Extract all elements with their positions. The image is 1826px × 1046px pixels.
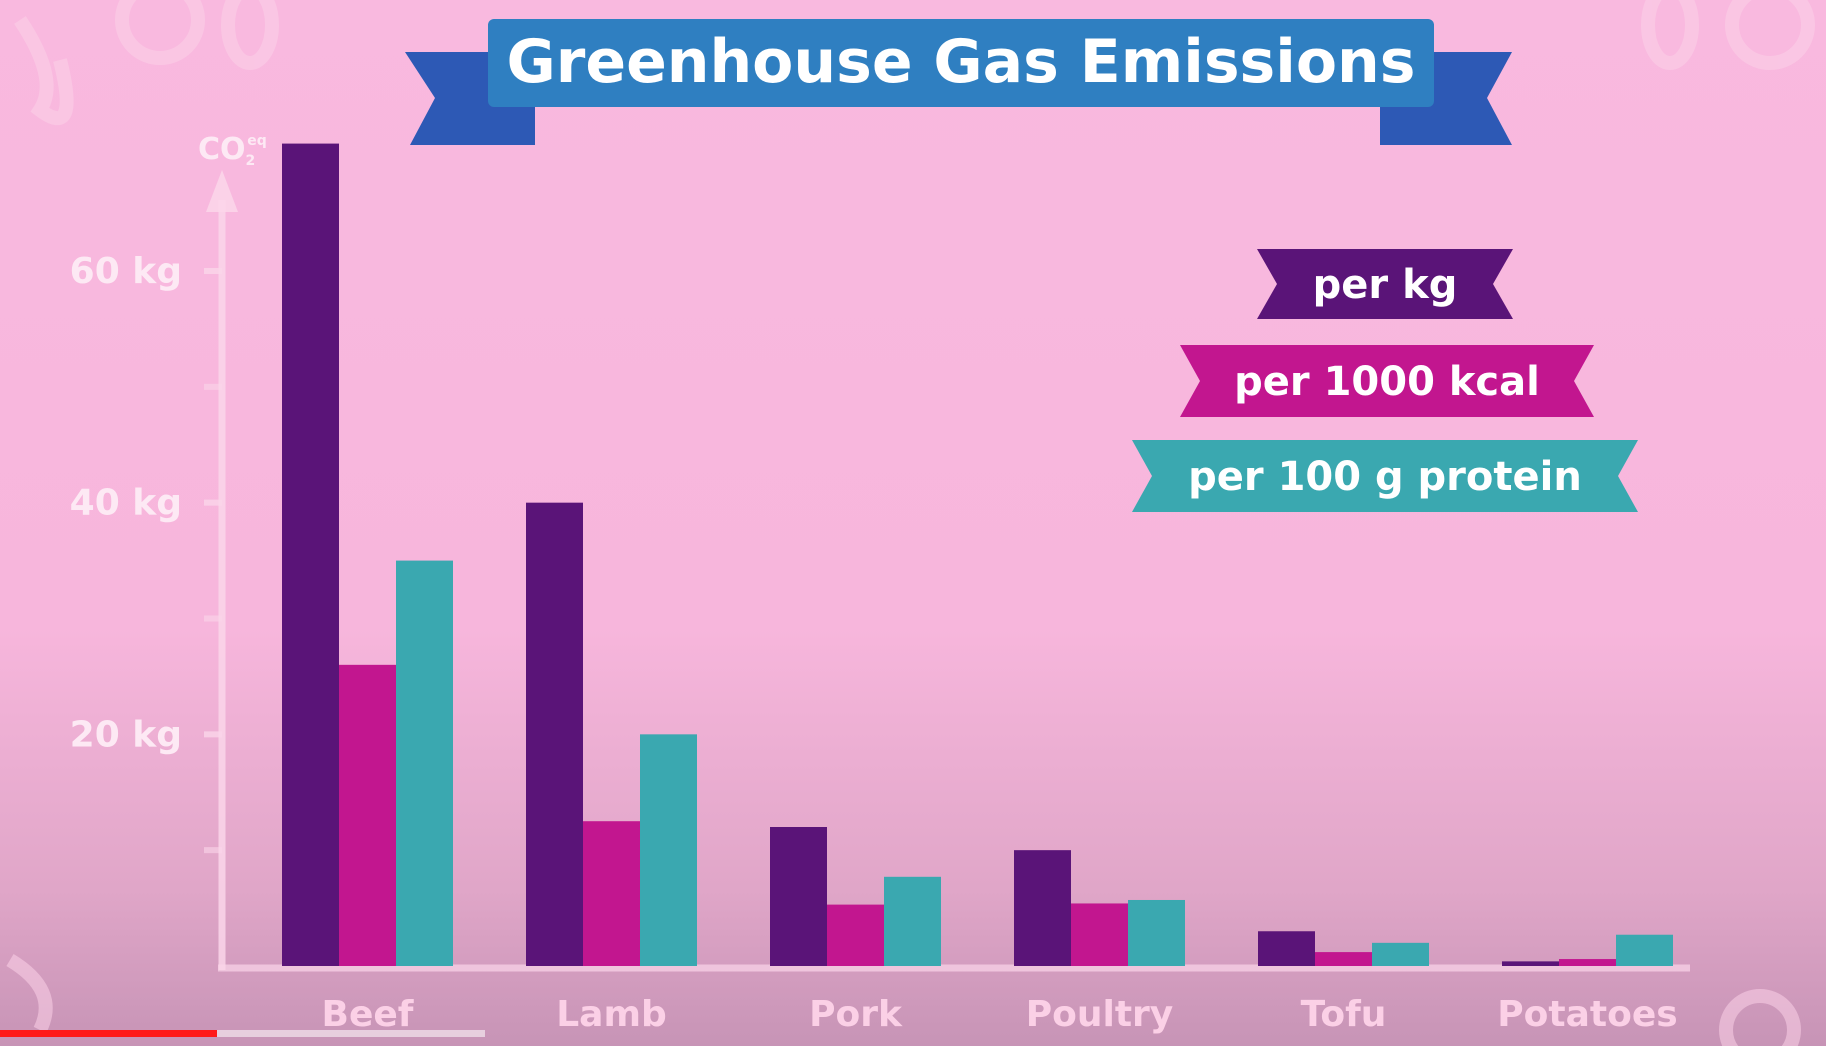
- bars: [282, 143, 1673, 967]
- y-axis-unit-label: CO2 eq: [198, 132, 267, 169]
- bar-tofu-2: [1372, 942, 1429, 966]
- y-axis-ticks: 20 kg 40 kg 60 kg: [70, 251, 222, 854]
- decorative-doodles: [6, 0, 1815, 1046]
- category-label: Poultry: [1026, 994, 1174, 1035]
- y-axis-unit-main: CO: [198, 132, 246, 167]
- bar-poultry-1: [1071, 903, 1128, 966]
- bar-potatoes-0: [1502, 961, 1559, 966]
- bar-pork-1: [827, 904, 884, 966]
- bar-tofu-1: [1315, 952, 1372, 966]
- bar-potatoes-2: [1616, 934, 1673, 966]
- y-axis-arrow-icon: [206, 170, 238, 212]
- donut-doodle-icon: [115, 0, 205, 65]
- legend-label-1: per 1000 kcal: [1234, 359, 1540, 405]
- onion-doodle-icon: [221, 0, 279, 70]
- category-label: Pork: [809, 994, 903, 1035]
- donut-doodle-icon-right: [1725, 0, 1815, 70]
- title-banner: Greenhouse Gas Emissions: [405, 19, 1512, 145]
- legend-ribbon-2: [1132, 440, 1638, 512]
- bar-poultry-2: [1128, 899, 1185, 966]
- bar-beef-1: [339, 664, 396, 966]
- legend-label-0: per kg: [1313, 262, 1458, 308]
- y-axis: CO2 eq 20 kg 40 kg 60 kg: [70, 132, 267, 970]
- bar-beef-2: [396, 560, 453, 966]
- category-label: Lamb: [556, 994, 667, 1035]
- bar-lamb-2: [640, 734, 697, 966]
- bar-beef-0: [282, 143, 339, 967]
- y-tick-label: 40 kg: [70, 483, 182, 524]
- y-axis-unit-sup: eq: [247, 133, 267, 149]
- title-banner-body: [488, 19, 1434, 107]
- video-progress-track[interactable]: [0, 1030, 485, 1037]
- bar-potatoes-1: [1559, 959, 1616, 966]
- y-axis-unit-sub: 2: [246, 153, 256, 169]
- bone-doodle-icon: [14, 16, 74, 126]
- y-tick-label: 20 kg: [70, 714, 182, 755]
- bar-pork-0: [770, 827, 827, 966]
- bar-tofu-0: [1258, 931, 1315, 966]
- bone-doodle-icon-bottom: [6, 953, 53, 1034]
- legend-ribbon-1: [1180, 345, 1594, 417]
- chart-title: Greenhouse Gas Emissions: [507, 27, 1416, 97]
- bar-pork-2: [884, 876, 941, 966]
- category-label: Potatoes: [1497, 994, 1677, 1035]
- x-axis-category-labels: Beef Lamb Pork Poultry Tofu Potatoes: [322, 994, 1678, 1035]
- donut-doodle-icon-bottom: [1719, 989, 1801, 1046]
- onion-doodle-icon-right: [1641, 0, 1699, 70]
- legend-ribbon-0: [1257, 249, 1513, 319]
- legend: per kg per 1000 kcal per 100 g protein: [1132, 249, 1638, 512]
- category-label: Tofu: [1301, 994, 1387, 1035]
- category-label: Beef: [322, 994, 414, 1035]
- bar-lamb-1: [583, 821, 640, 966]
- y-tick-label: 60 kg: [70, 251, 182, 292]
- bar-lamb-0: [526, 502, 583, 966]
- video-progress-fill[interactable]: [0, 1030, 218, 1037]
- legend-label-2: per 100 g protein: [1188, 454, 1582, 500]
- bar-poultry-0: [1014, 850, 1071, 966]
